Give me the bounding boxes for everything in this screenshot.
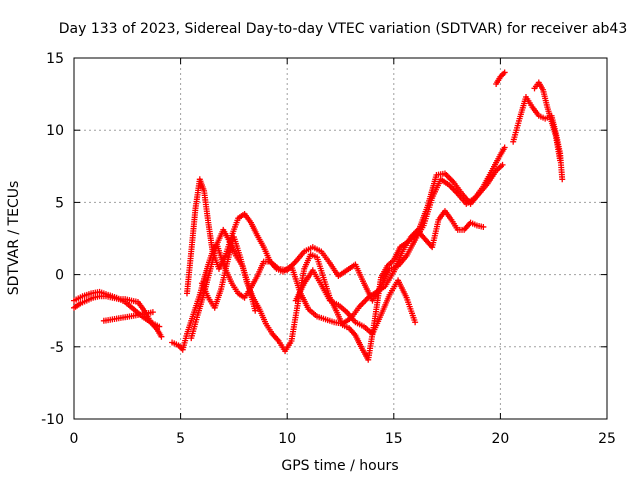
- y-tick-label: 5: [55, 195, 64, 211]
- data-point: [412, 319, 419, 326]
- data-point: [559, 176, 566, 183]
- data-point: [557, 157, 564, 164]
- x-axis-title: GPS time / hours: [281, 458, 398, 474]
- x-tick-label: 10: [278, 431, 296, 447]
- plot-frame: [73, 57, 608, 420]
- x-tick-label: 20: [491, 431, 509, 447]
- data-point: [149, 309, 156, 316]
- data-point: [499, 161, 506, 168]
- data-point: [362, 297, 369, 304]
- data-points: [71, 69, 566, 363]
- data-point: [450, 186, 457, 193]
- data-point: [443, 171, 450, 178]
- chart-title: Day 133 of 2023, Sidereal Day-to-day VTE…: [59, 21, 628, 37]
- data-point: [480, 223, 487, 230]
- data-point: [447, 176, 454, 183]
- axis-ticks: 0 5 10 15 20 25 -10 -5 0 5 10 15: [41, 51, 616, 447]
- x-tick-label: 0: [70, 431, 79, 447]
- data-point: [358, 301, 365, 308]
- data-point: [446, 174, 453, 181]
- data-point: [500, 70, 507, 77]
- data-point: [501, 69, 508, 76]
- data-point: [359, 300, 366, 307]
- data-point: [449, 177, 456, 184]
- data-point: [451, 187, 458, 194]
- y-tick-label: 15: [46, 51, 64, 67]
- y-tick-label: 0: [55, 268, 64, 284]
- y-tick-label: -10: [41, 412, 64, 428]
- x-tick-label: 15: [385, 431, 403, 447]
- grid: [74, 58, 607, 419]
- y-tick-label: 10: [46, 123, 64, 139]
- data-point: [156, 323, 163, 330]
- x-tick-label: 25: [598, 431, 616, 447]
- data-point: [252, 307, 259, 314]
- data-point: [158, 333, 165, 340]
- data-point: [360, 299, 367, 306]
- y-axis-title: SDTVAR / TECUs: [6, 181, 22, 296]
- data-point: [501, 144, 508, 151]
- x-tick-label: 5: [176, 431, 185, 447]
- y-tick-label: -5: [50, 340, 64, 356]
